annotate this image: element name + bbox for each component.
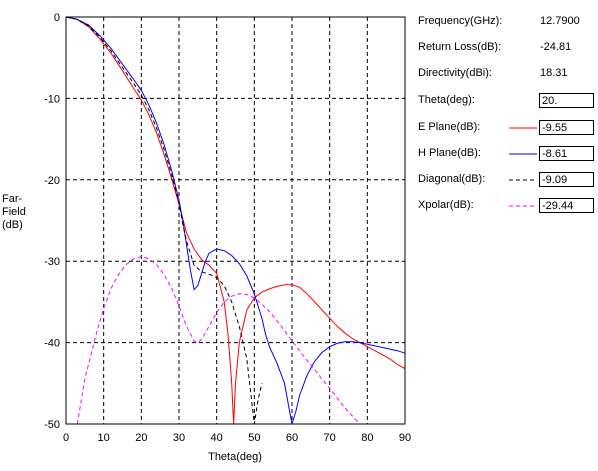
diagonal-legend-line [509, 179, 537, 181]
series-line-e-plane [65, 16, 406, 425]
frequency-value: 12.7900 [540, 15, 580, 27]
series-line-h-plane [65, 16, 406, 425]
y-tick-label: -20 [44, 175, 60, 187]
e-plane-label: E Plane(dB): [418, 121, 481, 133]
y-axis-label: Far- Field (dB) [2, 193, 42, 232]
frequency-label: Frequency(GHz): [418, 15, 503, 27]
x-tick-label: 50 [248, 432, 260, 444]
x-tick-label: 30 [173, 432, 185, 444]
xpolar-label: Xpolar(dB): [418, 199, 474, 211]
y-tick-label: -40 [44, 338, 60, 350]
y-axis-label-line: Field [2, 206, 26, 218]
y-tick-label: -10 [44, 93, 60, 105]
h-plane-label: H Plane(dB): [418, 147, 481, 159]
x-tick-label: 20 [135, 432, 147, 444]
x-tick-label: 0 [63, 432, 69, 444]
return-loss-value: -24.81 [540, 41, 572, 53]
diagonal-value: -9.09 [539, 172, 594, 187]
return-loss-label: Return Loss(dB): [418, 41, 502, 53]
x-tick-label: 10 [98, 432, 110, 444]
x-axis-label: Theta(deg) [208, 451, 262, 463]
x-tick-label: 90 [399, 432, 411, 444]
y-tick-label: 0 [54, 12, 60, 24]
x-tick-label: 80 [361, 432, 373, 444]
theta-label: Theta(deg): [418, 94, 475, 106]
plot-grid [66, 17, 405, 424]
h-plane-legend-line [509, 153, 537, 155]
tick-labels: 0 10 20 30 40 50 60 70 80 90 0 -10 -20 -30 -40 -50 [44, 12, 411, 444]
y-tick-label: -30 [44, 256, 60, 268]
x-tick-label: 60 [286, 432, 298, 444]
e-plane-legend-line [509, 127, 537, 129]
diagonal-label: Diagonal(dB): [418, 173, 486, 185]
x-tick-label: 40 [211, 432, 223, 444]
y-tick-label: -50 [44, 419, 60, 431]
series-line-xpolar [76, 256, 361, 425]
plot-series [65, 16, 406, 425]
y-axis-label-line: (dB) [2, 219, 23, 231]
e-plane-value: -9.55 [539, 120, 594, 135]
theta-input[interactable]: 20. [539, 93, 594, 108]
series-line-diagonal [65, 16, 263, 425]
y-axis-label-line: Far- [2, 193, 23, 205]
h-plane-value: -8.61 [539, 146, 594, 161]
x-tick-label: 70 [324, 432, 336, 444]
plot-frame [65, 16, 406, 425]
directivity-value: 18.31 [540, 67, 568, 79]
directivity-label: Directivity(dBi): [418, 67, 492, 79]
xpolar-value: -29.44 [539, 198, 594, 213]
xpolar-legend-line [509, 205, 537, 207]
